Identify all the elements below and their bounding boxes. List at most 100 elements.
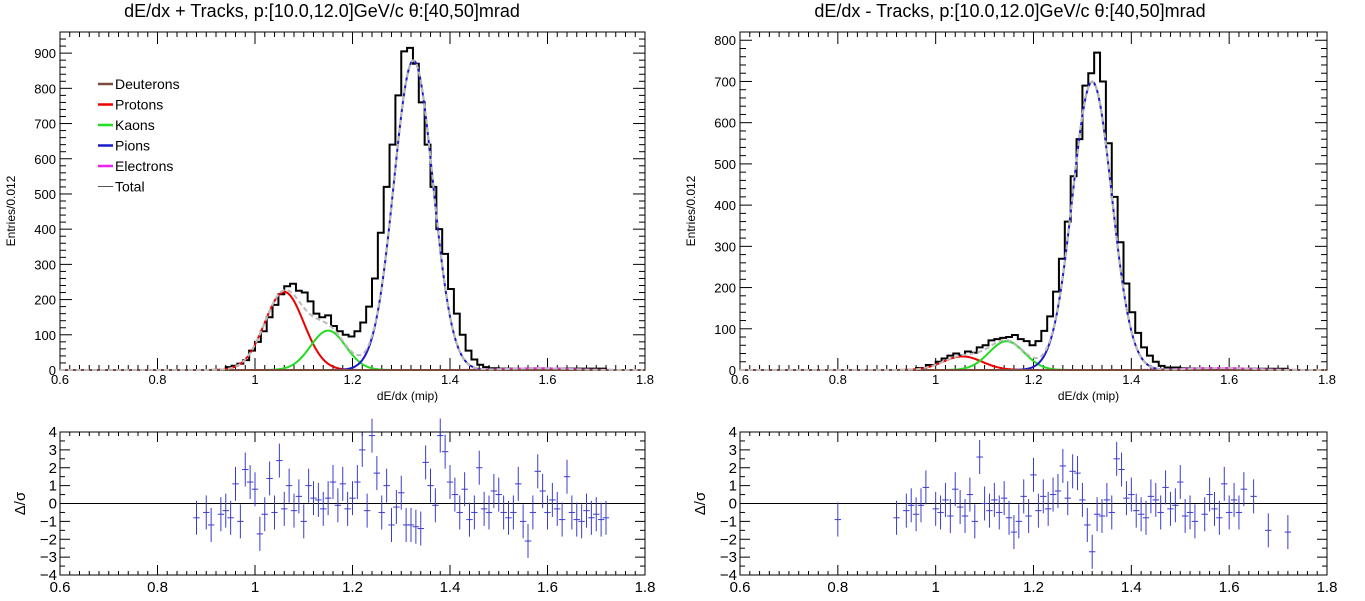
residual-y-tick-label: 0	[729, 496, 737, 513]
residual-point	[290, 493, 298, 528]
residual-point	[305, 468, 312, 503]
residual-point	[1177, 465, 1184, 500]
residual-point	[427, 468, 434, 503]
residual-point	[1162, 470, 1169, 505]
legend-label-total: Total	[115, 179, 145, 195]
residual-point	[834, 502, 842, 537]
residual-point	[1084, 507, 1091, 542]
residual-point	[1142, 500, 1150, 535]
residual-x-tick-label: 1	[251, 579, 259, 596]
residual-point	[422, 445, 429, 480]
residual-point	[961, 499, 969, 534]
residual-point	[471, 495, 478, 530]
residual-point	[261, 497, 268, 532]
y-axis-label: Entries/0.012	[684, 175, 698, 246]
residual-point	[324, 481, 332, 516]
residual-point	[417, 511, 424, 546]
residual-point	[500, 495, 507, 530]
residual-y-axis-label: Δ/σ	[692, 491, 709, 515]
residual-point	[544, 495, 551, 530]
residual-x-tick-label: 1.6	[1219, 579, 1240, 596]
x-tick-label: 1	[251, 372, 258, 387]
residual-y-tick-label: 2	[729, 460, 737, 477]
residual-y-tick-label: 2	[49, 460, 57, 477]
residual-y-axis-label: Δ/σ	[12, 491, 29, 515]
residual-point	[485, 495, 493, 530]
residual-point	[1098, 499, 1106, 534]
y-tick-label: 700	[34, 117, 56, 132]
legend-label-electrons: Electrons	[115, 158, 173, 174]
residual-point	[956, 490, 964, 525]
residual-point	[1069, 454, 1076, 489]
residual-point	[922, 470, 930, 505]
y-tick-label: 100	[34, 328, 56, 343]
residual-point	[1157, 495, 1164, 530]
legend-label-pions: Pions	[115, 138, 150, 154]
residual-point	[947, 499, 954, 534]
y-tick-label: 300	[714, 239, 736, 254]
residual-point	[524, 524, 532, 559]
residual-point	[1240, 472, 1248, 507]
residual-x-tick-label: 1.8	[635, 579, 656, 596]
residual-point	[1030, 457, 1037, 492]
y-tick-label: 500	[714, 157, 736, 172]
x-tick-label: 1	[932, 372, 939, 387]
residual-x-tick-label: 1.4	[440, 579, 461, 596]
residual-point	[490, 473, 498, 508]
y-tick-label: 100	[714, 322, 736, 337]
y-tick-label: 200	[714, 281, 736, 296]
residual-point	[1000, 481, 1008, 516]
y-tick-label: 800	[34, 81, 56, 96]
residual-point	[1010, 515, 1018, 550]
residual-point	[1206, 477, 1213, 512]
residual-point	[193, 500, 200, 535]
residual-point	[568, 495, 576, 530]
residual-point	[461, 472, 468, 507]
residual-point	[285, 468, 293, 503]
x-tick-label: 1.2	[1024, 372, 1042, 387]
residual-point	[986, 493, 993, 528]
residual-point	[271, 495, 278, 530]
residual-point	[339, 466, 346, 501]
residual-point	[1025, 499, 1032, 534]
residual-point	[1064, 481, 1071, 516]
residual-point	[976, 440, 983, 475]
series-line-protons	[60, 290, 644, 371]
y-tick-label: 900	[34, 46, 56, 61]
residual-point	[281, 491, 288, 526]
residual-point	[1167, 491, 1174, 526]
residual-point	[310, 481, 317, 516]
residual-point	[1221, 466, 1228, 501]
residual-point	[908, 488, 915, 523]
residual-point	[519, 504, 527, 539]
residual-point	[996, 495, 1003, 530]
residual-point	[217, 497, 225, 532]
y-tick-label: 400	[714, 198, 736, 213]
residual-point	[1152, 482, 1159, 517]
residual-point	[602, 500, 610, 535]
y-tick-label: 500	[34, 187, 56, 202]
residual-point	[515, 466, 522, 501]
residual-point	[456, 495, 463, 530]
residual-point	[510, 495, 517, 530]
residual-point	[1147, 479, 1155, 514]
series-line-pions	[740, 80, 1326, 371]
residual-y-tick-label: 1	[49, 478, 57, 495]
residual-point	[549, 482, 556, 517]
residual-y-tick-label: 0	[49, 496, 57, 513]
residual-point	[534, 454, 541, 489]
residual-x-tick-label: 1.2	[1023, 579, 1044, 596]
data-histogram	[896, 51, 1289, 371]
residual-point	[1074, 456, 1081, 491]
residual-point	[971, 504, 978, 539]
residual-point	[1265, 513, 1272, 548]
residual-point	[505, 500, 512, 535]
residual-point	[1284, 515, 1292, 550]
legend-label-kaons: Kaons	[115, 117, 155, 133]
residual-point	[242, 452, 249, 487]
residual-point	[378, 495, 385, 530]
residual-point	[207, 507, 215, 542]
residual-point	[266, 461, 273, 496]
residual-point	[588, 500, 595, 535]
residual-point	[1049, 477, 1057, 512]
